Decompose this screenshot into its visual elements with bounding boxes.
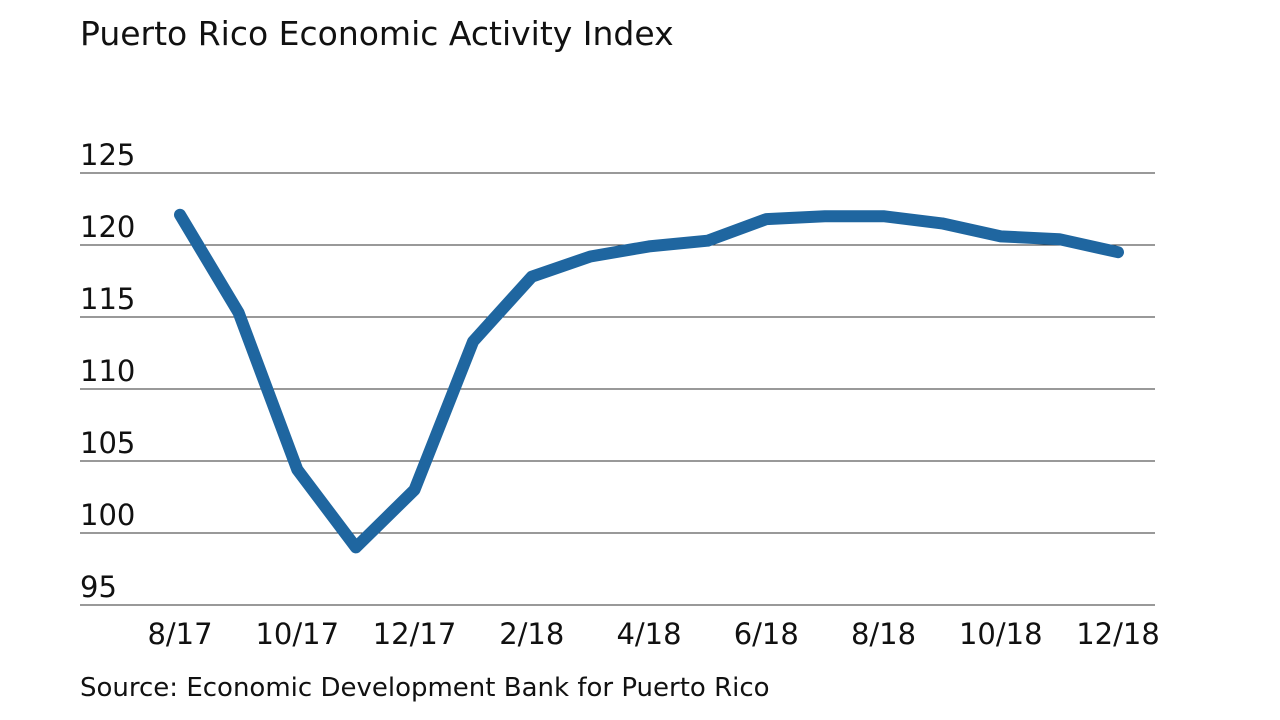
source-note: Source: Economic Development Bank for Pu… [80,673,770,703]
x-tick-label: 10/17 [255,617,339,651]
chart-subtitle: Puerto Rico Economic Activity Index [80,14,674,53]
y-tick-label: 120 [80,210,135,244]
x-tick-label: 12/18 [1076,617,1160,651]
y-tick-label: 110 [80,354,135,388]
x-tick-label: 8/18 [851,617,916,651]
x-tick-label: 4/18 [616,617,681,651]
x-tick-label: 8/17 [147,617,212,651]
y-tick-label: 95 [80,570,117,604]
data-line [174,208,1124,554]
y-tick-label: 105 [80,426,135,460]
x-tick-label: 6/18 [734,617,799,651]
y-tick-label: 115 [80,282,135,316]
x-tick-label: 10/18 [959,617,1043,651]
x-tick-label: 2/18 [499,617,564,651]
y-tick-label: 125 [80,138,135,172]
y-tick-label: 100 [80,498,135,532]
x-tick-label: 12/17 [373,617,457,651]
